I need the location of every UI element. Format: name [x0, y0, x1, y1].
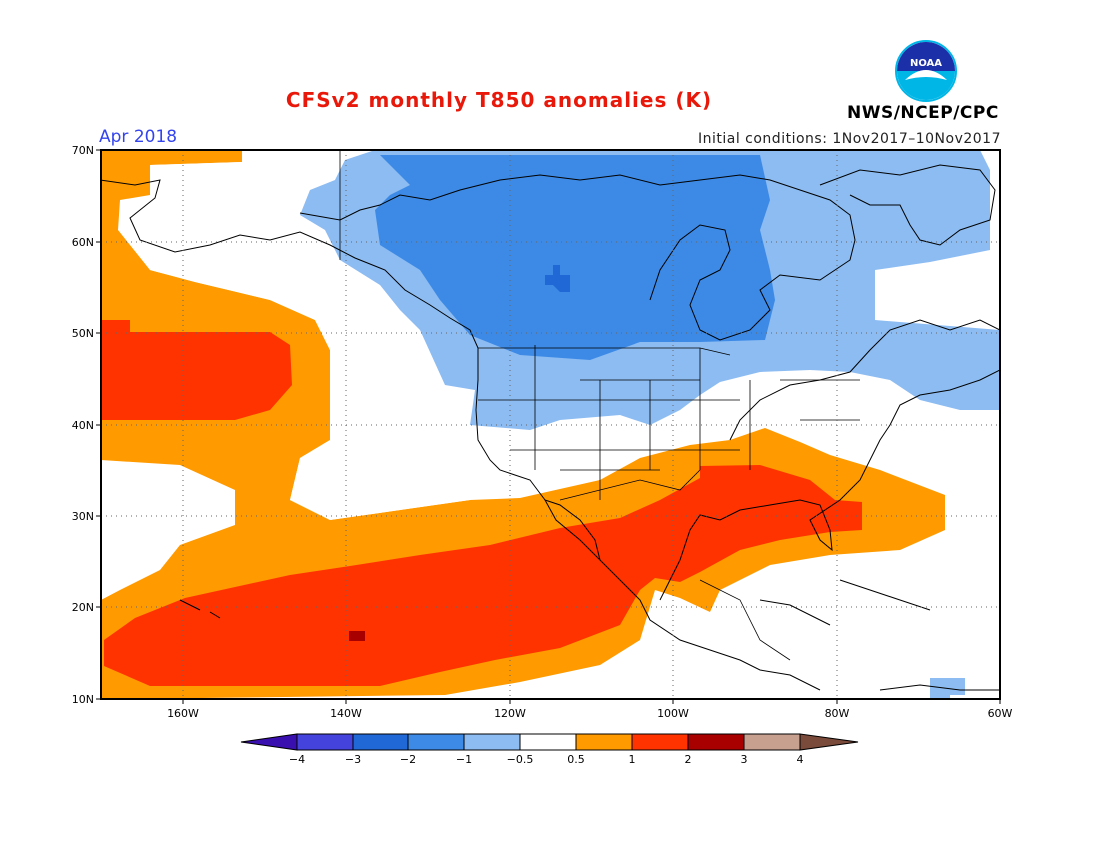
- colorbar-label: 3: [741, 753, 748, 766]
- initial-conditions: Initial conditions: 1Nov2017–10Nov2017: [697, 131, 1001, 147]
- agency-label: NWS/NCEP/CPC: [847, 103, 999, 123]
- lon-label: 120W: [494, 707, 526, 720]
- lon-label: 160W: [167, 707, 199, 720]
- lat-label: 60N: [72, 236, 94, 249]
- latitude-labels: 70N 60N 50N 40N 30N 20N 10N: [72, 144, 94, 706]
- anomaly-neg2-spot: [545, 265, 570, 292]
- lat-label: 50N: [72, 327, 94, 340]
- colorbar-swatch: [463, 733, 521, 751]
- colorbar-label: 0.5: [567, 753, 585, 766]
- longitude-labels: 160W 140W 120W 100W 80W 60W: [167, 707, 1012, 720]
- colorbar-label: 2: [685, 753, 692, 766]
- colorbar-label: −1: [456, 753, 472, 766]
- anomaly-fields: [101, 150, 1000, 699]
- colorbar-labels: −4 −3 −2 −1 −0.5 0.5 1 2 3 4: [289, 753, 804, 766]
- colorbar-swatch: [687, 733, 745, 751]
- anomaly-zero-pacific-hole: [140, 160, 470, 520]
- anomaly-zero-west-pacific: [101, 460, 235, 600]
- lat-label: 30N: [72, 510, 94, 523]
- coastlines: [101, 164, 1000, 691]
- colorbar-swatch: [407, 733, 465, 751]
- colorbar-label: 4: [797, 753, 804, 766]
- logo-text: NOAA: [910, 58, 942, 69]
- longitude-ticks: [182, 699, 1001, 704]
- noaa-logo: NOAA: [895, 40, 957, 102]
- colorbar-label: −0.5: [507, 753, 534, 766]
- anomaly-pos1-northeast-pacific: [101, 320, 292, 420]
- lon-label: 60W: [988, 707, 1013, 720]
- colorbar-label: −3: [345, 753, 361, 766]
- political-borders: [339, 150, 860, 661]
- map-title: CFSv2 monthly T850 anomalies (K): [285, 88, 713, 112]
- anomaly-pos05-north-pacific: [101, 150, 945, 699]
- colorbar-swatch: [352, 733, 409, 751]
- anomaly-pos2-spot: [349, 631, 365, 641]
- colorbar-swatch: [575, 733, 633, 751]
- anomaly-neg1-canada: [375, 155, 775, 360]
- colorbar-swatch: [799, 733, 859, 751]
- colorbar-swatch: [240, 733, 298, 751]
- forecast-month: Apr 2018: [99, 127, 178, 147]
- latitude-ticks: [96, 149, 101, 700]
- colorbar-swatch: [743, 733, 801, 751]
- lon-label: 140W: [330, 707, 362, 720]
- lat-label: 40N: [72, 419, 94, 432]
- lat-label: 10N: [72, 693, 94, 706]
- colorbar-label: −2: [400, 753, 416, 766]
- lon-label: 80W: [825, 707, 850, 720]
- colorbar-label: 1: [629, 753, 636, 766]
- lon-label: 100W: [657, 707, 689, 720]
- colorbar-swatch: [631, 733, 689, 751]
- colorbar-label: −4: [289, 753, 305, 766]
- colorbar-swatch: [519, 733, 577, 751]
- lat-label: 20N: [72, 601, 94, 614]
- colorbar-swatch: [296, 733, 354, 751]
- lat-label: 70N: [72, 144, 94, 157]
- colorbar: [240, 733, 859, 751]
